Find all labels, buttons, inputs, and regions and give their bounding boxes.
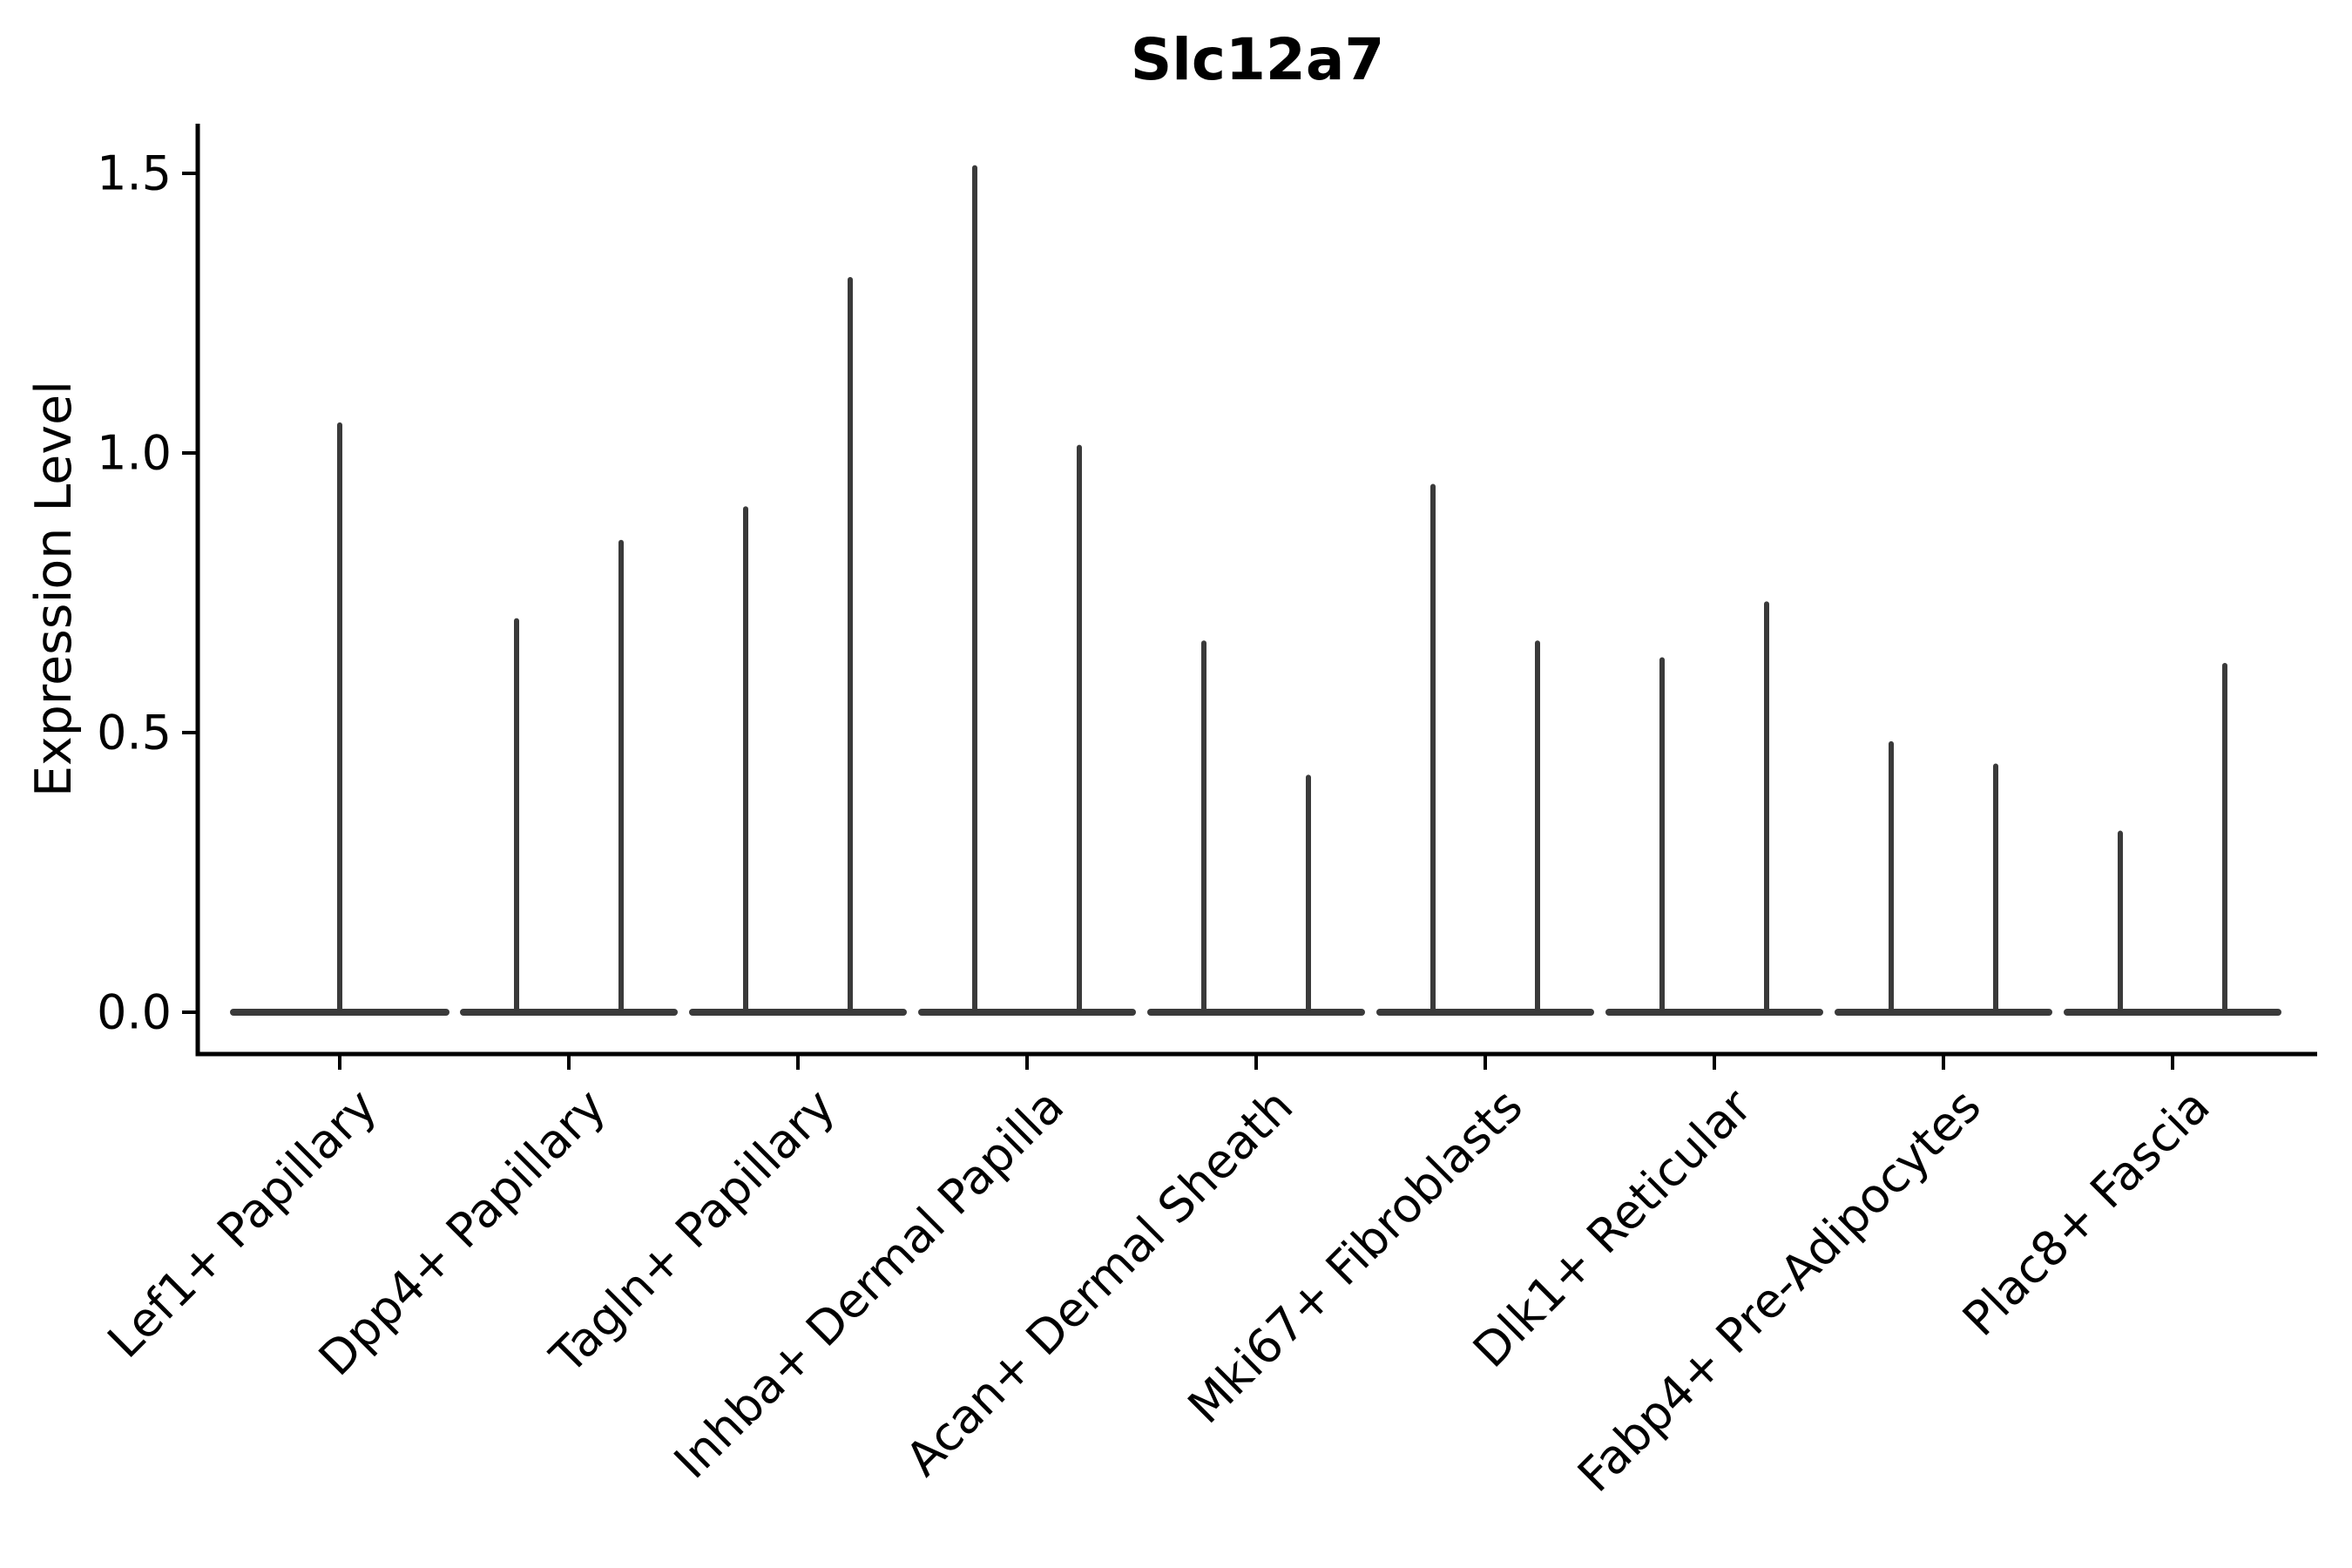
y-tick-label: 0.5 [97,705,172,760]
chart-title: Slc12a7 [1130,26,1385,93]
y-tick-label: 0.0 [97,984,172,1040]
y-tick-label: 1.0 [97,425,172,481]
y-tick-label: 1.5 [97,145,172,201]
